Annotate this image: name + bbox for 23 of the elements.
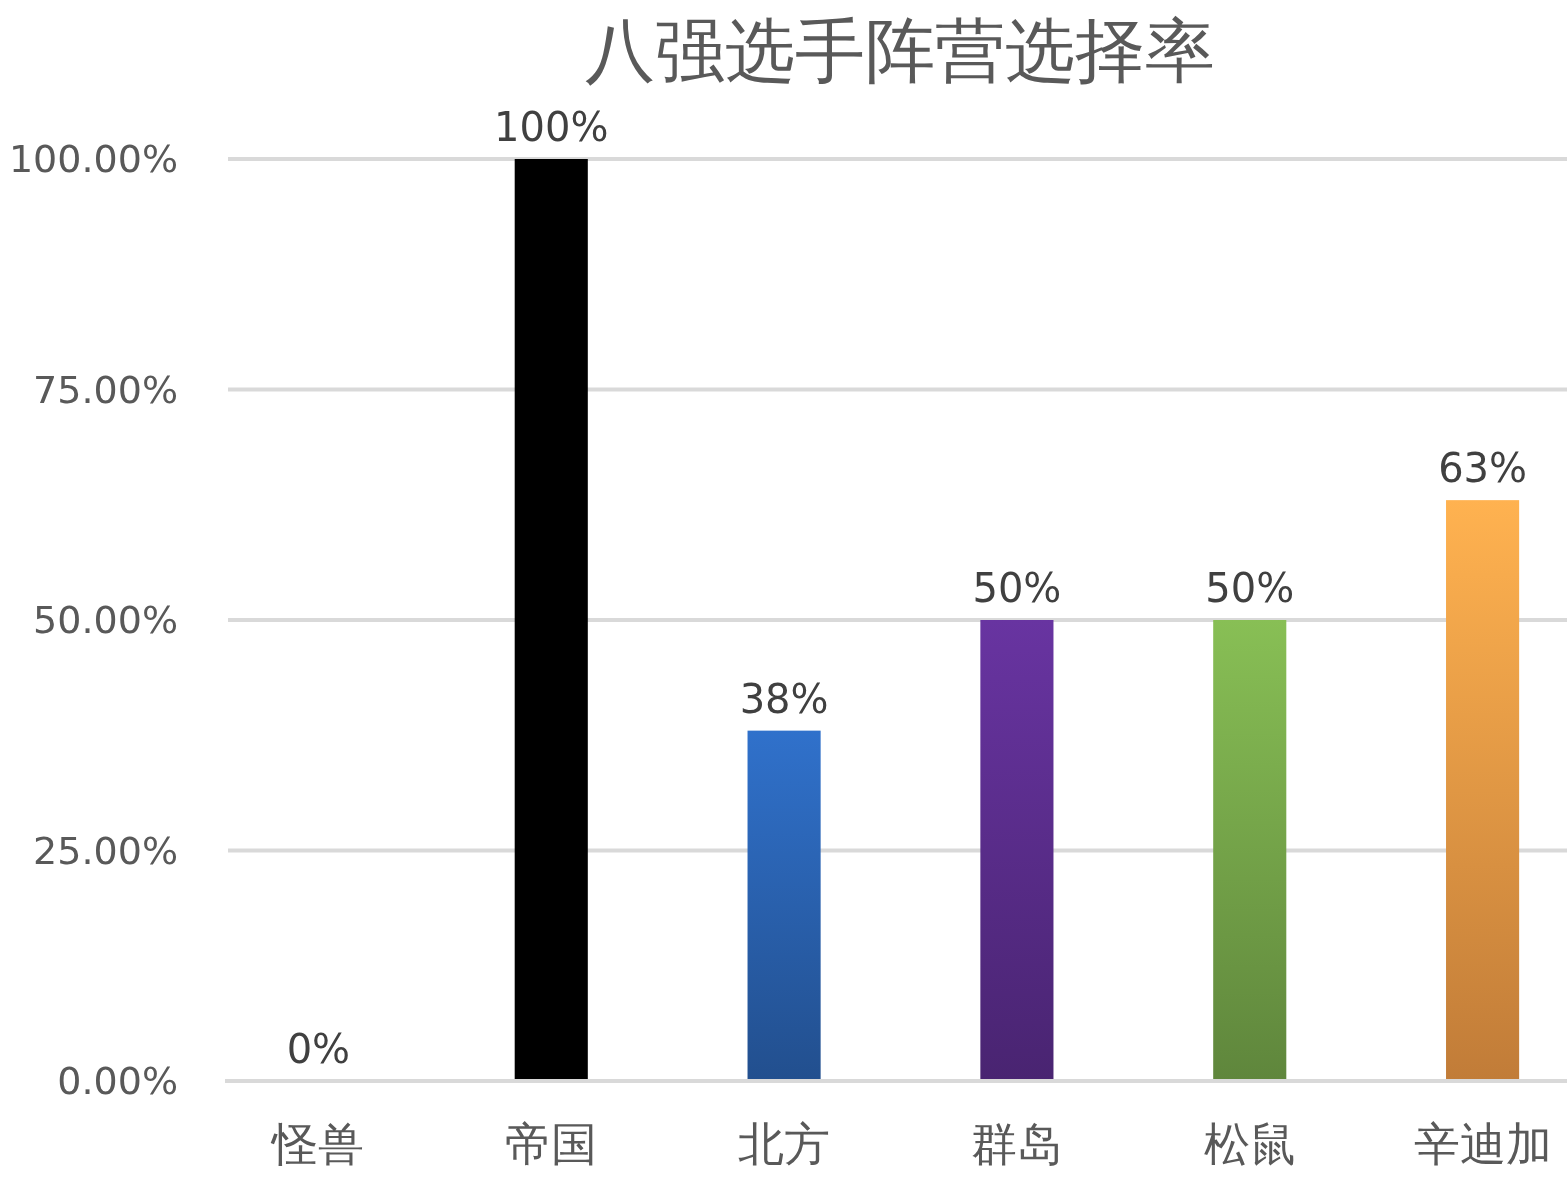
chart-title: 八强选手阵营选择率	[585, 10, 1215, 92]
bar	[747, 730, 821, 1081]
data-label: 0%	[286, 1026, 351, 1072]
data-label: 63%	[1438, 445, 1528, 492]
bar	[980, 620, 1054, 1081]
y-tick-label: 75.00%	[33, 367, 178, 412]
x-tick-label: 怪兽	[270, 1117, 365, 1171]
bar	[1213, 620, 1287, 1081]
bar	[514, 159, 588, 1081]
y-tick-label: 0.00%	[57, 1059, 178, 1104]
y-tick-label: 25.00%	[33, 828, 178, 873]
data-label: 50%	[1205, 565, 1295, 611]
x-tick-label: 松鼠	[1203, 1117, 1296, 1171]
y-tick-label: 100.00%	[8, 137, 178, 182]
y-tick-label: 50.00%	[33, 598, 178, 643]
data-label: 100%	[494, 104, 609, 150]
x-tick-label: 辛迪加	[1413, 1117, 1552, 1171]
x-tick-label: 北方	[738, 1117, 831, 1171]
bar	[1446, 500, 1520, 1081]
data-label: 50%	[972, 565, 1062, 611]
x-tick-label: 群岛	[970, 1117, 1063, 1171]
data-label: 38%	[739, 675, 829, 722]
x-tick-label: 帝国	[505, 1117, 598, 1171]
